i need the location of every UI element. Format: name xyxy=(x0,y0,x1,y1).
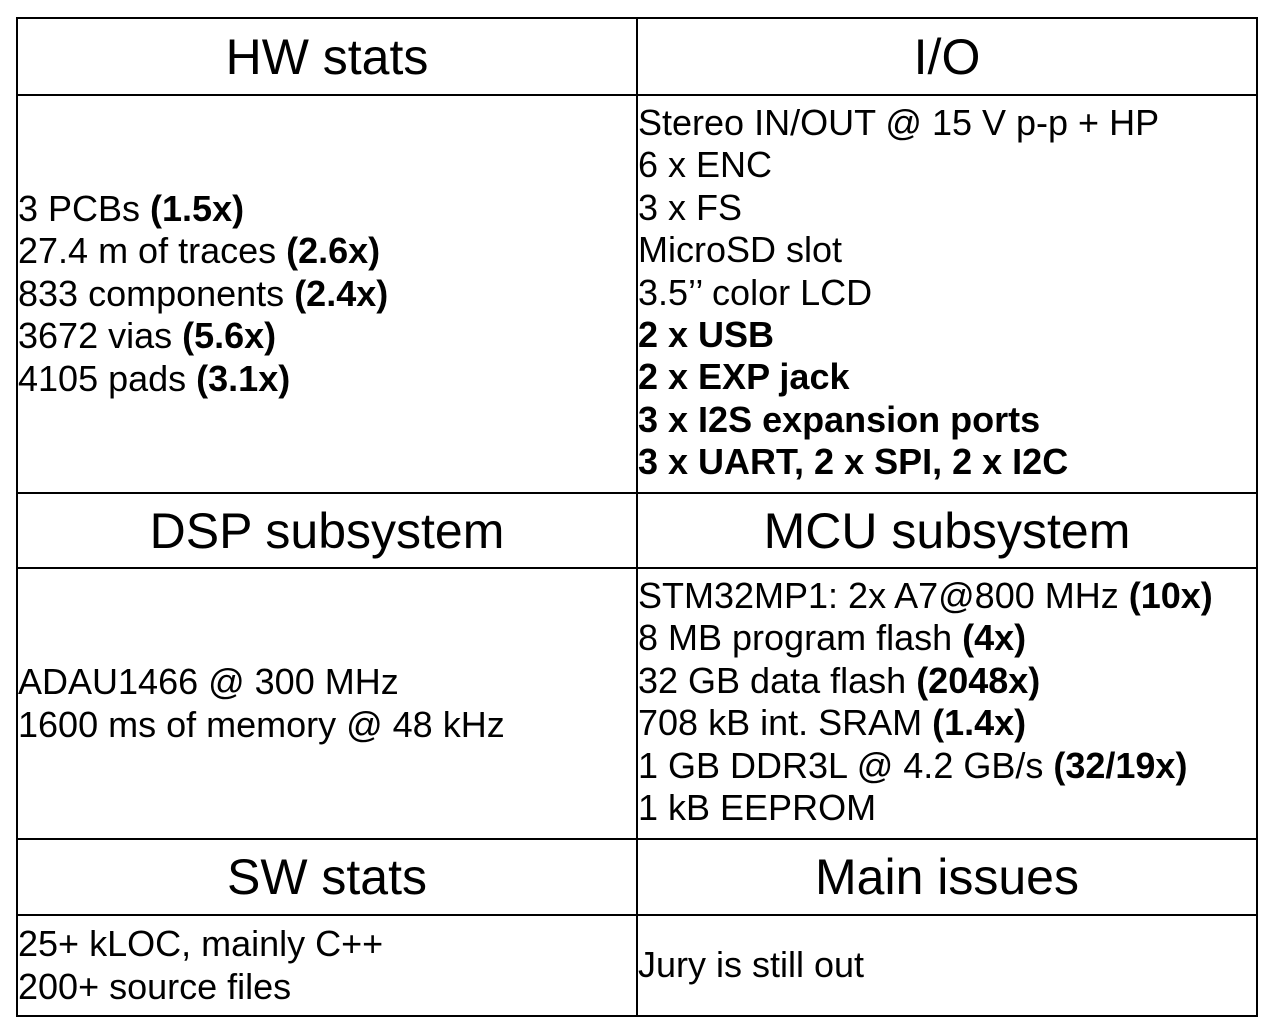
sw-stats-cell: 25+ kLOC, mainly C++ 200+ source files xyxy=(16,914,638,1017)
hw-stats-line: 3672 vias (5.6x) xyxy=(18,315,277,357)
mcu-title: MCU subsystem xyxy=(636,492,1258,569)
hw-stats-cell: 3 PCBs (1.5x) 27.4 m of traces (2.6x) 83… xyxy=(16,94,638,494)
io-line-bold: 2 x USB xyxy=(638,314,775,356)
body-row-3: 25+ kLOC, mainly C++ 200+ source files J… xyxy=(16,914,1258,1017)
io-line: 3 x FS xyxy=(638,186,743,228)
sw-stats-line: 200+ source files xyxy=(18,965,292,1007)
hw-stats-title: HW stats xyxy=(16,17,638,96)
main-issues-line: Jury is still out xyxy=(638,944,865,986)
io-cell: Stereo IN/OUT @ 15 V p-p + HP 6 x ENC 3 … xyxy=(636,94,1258,494)
hw-stats-line: 3 PCBs (1.5x) xyxy=(18,187,245,229)
body-row-2: ADAU1466 @ 300 MHz 1600 ms of memory @ 4… xyxy=(16,567,1258,840)
hw-stats-line: 27.4 m of traces (2.6x) xyxy=(18,230,381,272)
io-line: MicroSD slot xyxy=(638,229,843,271)
mcu-line: STM32MP1: 2x A7@800 MHz (10x) xyxy=(638,575,1213,616)
mcu-line: 8 MB program flash (4x) xyxy=(638,617,1027,659)
mcu-line: 1 GB DDR3L @ 4.2 GB/s (32/19x) xyxy=(638,744,1188,786)
stats-table-frame: HW stats I/O 3 PCBs (1.5x) 27.4 m of tra… xyxy=(16,17,1258,1017)
stats-table: HW stats I/O 3 PCBs (1.5x) 27.4 m of tra… xyxy=(16,17,1258,1017)
mcu-line: 1 kB EEPROM xyxy=(638,787,877,829)
dsp-line: 1600 ms of memory @ 48 kHz xyxy=(18,703,505,745)
sw-stats-line: 25+ kLOC, mainly C++ xyxy=(18,923,384,965)
header-row-1: HW stats I/O xyxy=(16,17,1258,96)
dsp-line: ADAU1466 @ 300 MHz xyxy=(18,661,399,703)
mcu-cell: STM32MP1: 2x A7@800 MHz (10x) 8 MB progr… xyxy=(636,567,1258,840)
main-issues-title: Main issues xyxy=(636,838,1258,916)
io-title: I/O xyxy=(636,17,1258,96)
io-line: 6 x ENC xyxy=(638,144,773,186)
io-line: Stereo IN/OUT @ 15 V p-p + HP xyxy=(638,102,1160,143)
io-line-bold: 2 x EXP jack xyxy=(638,356,850,398)
main-issues-cell: Jury is still out xyxy=(636,914,1258,1017)
mcu-line: 708 kB int. SRAM (1.4x) xyxy=(638,702,1027,744)
mcu-line: 32 GB data flash (2048x) xyxy=(638,659,1041,701)
sw-stats-title: SW stats xyxy=(16,838,638,916)
body-row-1: 3 PCBs (1.5x) 27.4 m of traces (2.6x) 83… xyxy=(16,94,1258,494)
hw-stats-line: 4105 pads (3.1x) xyxy=(18,357,291,399)
dsp-cell: ADAU1466 @ 300 MHz 1600 ms of memory @ 4… xyxy=(16,567,638,840)
hw-stats-line: 833 components (2.4x) xyxy=(18,272,389,314)
io-line: 3.5’’ color LCD xyxy=(638,271,873,313)
io-line-bold: 3 x I2S expansion ports xyxy=(638,398,1041,440)
header-row-2: DSP subsystem MCU subsystem xyxy=(16,492,1258,569)
header-row-3: SW stats Main issues xyxy=(16,838,1258,916)
dsp-title: DSP subsystem xyxy=(16,492,638,569)
io-line-bold: 3 x UART, 2 x SPI, 2 x I2C xyxy=(638,441,1069,483)
